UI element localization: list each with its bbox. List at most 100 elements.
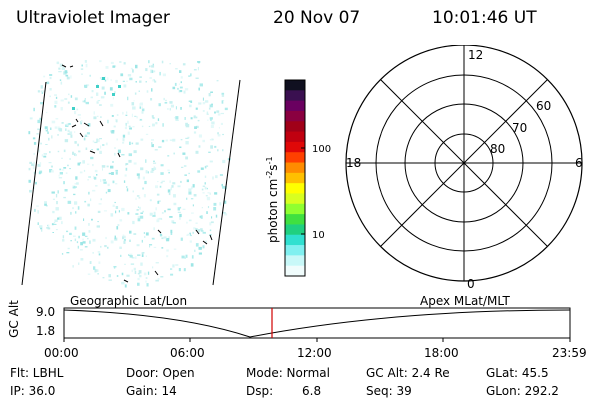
speckle xyxy=(107,246,109,249)
speckle xyxy=(100,79,103,80)
speckle xyxy=(149,77,152,79)
speckle xyxy=(221,95,225,97)
speckle xyxy=(67,247,70,250)
speckle xyxy=(177,185,181,188)
speckle xyxy=(124,284,127,288)
speckle xyxy=(28,131,31,135)
speckle xyxy=(62,235,65,239)
speckle xyxy=(145,159,147,163)
speckle xyxy=(72,185,76,189)
speckle xyxy=(100,116,102,118)
speckle xyxy=(136,244,140,247)
speckle xyxy=(59,172,63,175)
speckle xyxy=(193,115,196,119)
speckle xyxy=(126,186,128,188)
status-ip: IP: 36.0 xyxy=(10,384,56,398)
speckle xyxy=(137,254,141,256)
speckle xyxy=(142,187,144,190)
speckle xyxy=(177,87,179,90)
speckle xyxy=(131,257,135,259)
gc-alt-axis-label: GC Alt xyxy=(7,300,21,338)
speckle xyxy=(74,110,77,115)
speckle xyxy=(189,232,191,235)
speckle xyxy=(49,95,51,98)
speckle xyxy=(145,232,149,236)
speckle xyxy=(79,162,82,164)
x-tick-1200: 12:00 xyxy=(297,346,332,360)
speckle xyxy=(224,107,228,111)
speckle xyxy=(221,92,225,95)
speckle xyxy=(184,174,187,176)
speckle xyxy=(72,185,74,188)
speckle xyxy=(210,221,214,224)
speckle xyxy=(172,138,176,142)
bright-speckle xyxy=(72,107,75,110)
speckle xyxy=(96,92,99,96)
speckle xyxy=(41,90,44,94)
speckle xyxy=(175,68,178,70)
speckle xyxy=(147,171,149,174)
speckle xyxy=(204,186,207,190)
speckle xyxy=(190,100,193,103)
speckle xyxy=(169,101,173,104)
speckle xyxy=(64,70,68,74)
speckle xyxy=(173,117,176,119)
coastline-right xyxy=(212,79,241,286)
speckle xyxy=(145,133,149,135)
speckle xyxy=(137,218,141,222)
speckle xyxy=(96,148,100,151)
speckle xyxy=(49,76,52,80)
speckle xyxy=(190,234,192,237)
speckle xyxy=(80,120,83,123)
speckle xyxy=(157,200,161,202)
speckle xyxy=(92,252,94,254)
speckle xyxy=(47,224,50,228)
speckle xyxy=(75,186,77,188)
speckle xyxy=(133,150,137,154)
speckle xyxy=(50,127,52,130)
speckle xyxy=(88,191,90,195)
speckle xyxy=(128,153,132,157)
altitude-curve xyxy=(63,309,571,338)
speckle xyxy=(169,216,173,218)
speckle xyxy=(105,191,108,194)
speckle xyxy=(215,214,218,218)
speckle xyxy=(79,171,83,174)
speckle xyxy=(113,267,116,269)
speckle xyxy=(140,212,143,214)
colorbar-segment xyxy=(285,152,305,164)
speckle xyxy=(37,90,40,93)
speckle xyxy=(125,114,128,116)
speckle xyxy=(163,236,167,239)
speckle xyxy=(179,206,182,209)
speckle xyxy=(161,237,164,240)
speckle xyxy=(132,106,136,110)
speckle xyxy=(170,104,174,108)
speckle xyxy=(50,165,53,168)
speckle xyxy=(135,64,138,69)
speckle xyxy=(172,86,176,90)
speckle xyxy=(137,206,139,208)
speckle xyxy=(63,181,65,185)
speckle xyxy=(63,196,66,199)
speckle xyxy=(123,235,126,239)
speckle xyxy=(161,60,164,64)
speckle xyxy=(96,225,100,228)
speckle xyxy=(117,224,120,226)
speckle xyxy=(160,172,164,175)
speckle xyxy=(168,236,170,240)
speckle xyxy=(137,175,140,179)
speckle xyxy=(78,235,80,239)
speckle xyxy=(80,258,84,261)
speckle xyxy=(91,218,93,221)
speckle xyxy=(123,84,127,88)
speckle xyxy=(102,277,105,279)
speckle xyxy=(29,189,32,193)
bright-speckle xyxy=(96,85,99,88)
lat-label-80: 80 xyxy=(490,142,505,156)
speckle xyxy=(167,155,170,157)
speckle xyxy=(55,118,59,120)
speckle xyxy=(168,171,170,174)
speckle xyxy=(161,139,165,143)
speckle xyxy=(132,220,135,225)
